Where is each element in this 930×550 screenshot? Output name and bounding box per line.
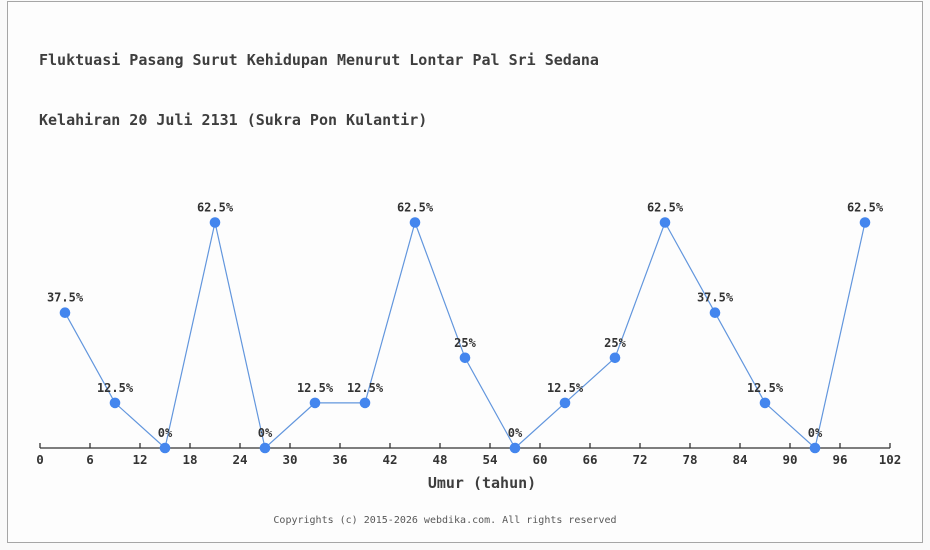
x-tick-label: 72 <box>632 452 647 467</box>
point-value-label: 62.5% <box>647 201 684 215</box>
x-tick-label: 102 <box>879 452 902 467</box>
x-tick-label: 0 <box>36 452 44 467</box>
x-axis-ticks <box>39 443 891 448</box>
point-value-label: 0% <box>808 426 823 440</box>
point-value-label: 62.5% <box>397 201 434 215</box>
data-point-marker <box>259 442 271 454</box>
chart-title-line1: Fluktuasi Pasang Surut Kehidupan Menurut… <box>39 51 599 69</box>
data-point-marker <box>709 307 721 319</box>
x-tick-label: 48 <box>432 452 447 467</box>
x-axis-tick-labels: 0 6 12 18 24 30 36 42 48 54 60 66 72 78 84 90 96 102 <box>36 452 901 467</box>
data-point-marker <box>59 307 71 319</box>
x-tick-label: 12 <box>132 452 147 467</box>
chart-title: Fluktuasi Pasang Surut Kehidupan Menurut… <box>39 10 599 170</box>
chart-title-line2: Kelahiran 20 Juli 2131 (Sukra Pon Kulant… <box>39 111 428 129</box>
x-tick-label: 90 <box>782 452 797 467</box>
data-point-marker <box>159 442 171 454</box>
point-value-label: 0% <box>508 426 523 440</box>
point-value-label: 12.5% <box>297 381 334 395</box>
x-tick-label: 42 <box>382 452 397 467</box>
point-value-label: 62.5% <box>197 201 234 215</box>
x-tick-label: 24 <box>232 452 247 467</box>
point-value-label: 12.5% <box>97 381 134 395</box>
data-point-marker <box>559 397 571 409</box>
point-value-label: 25% <box>454 336 476 350</box>
copyright-text: Copyrights (c) 2015-2026 webdika.com. Al… <box>273 515 617 526</box>
x-tick-label: 6 <box>86 452 94 467</box>
point-value-label: 37.5% <box>697 291 734 305</box>
x-axis: 0 6 12 18 24 30 36 42 48 54 60 66 72 78 84 90 96 102 <box>36 443 901 467</box>
point-value-labels: 37.5% 12.5% 0% 62.5% 0% 12.5% 12.5% 62.5% 25% 0% 1… <box>47 201 884 441</box>
data-point-marker <box>809 442 821 454</box>
data-point-marker <box>109 397 121 409</box>
point-value-label: 12.5% <box>347 381 384 395</box>
data-point-marker <box>309 397 321 409</box>
data-point-marker <box>459 352 471 364</box>
x-tick-label: 54 <box>482 452 497 467</box>
data-point-marker <box>759 397 771 409</box>
point-value-label: 37.5% <box>47 291 84 305</box>
x-tick-label: 18 <box>182 452 197 467</box>
x-tick-label: 84 <box>732 452 747 467</box>
data-point-marker <box>209 217 221 228</box>
point-value-label: 25% <box>604 336 626 350</box>
x-tick-label: 66 <box>582 452 597 467</box>
x-tick-label: 96 <box>832 452 847 467</box>
point-value-label: 12.5% <box>747 381 784 395</box>
x-tick-label: 36 <box>332 452 347 467</box>
data-point-marker <box>359 397 371 409</box>
data-point-marker <box>659 217 671 228</box>
point-value-label: 12.5% <box>547 381 584 395</box>
data-point-marker <box>509 442 521 454</box>
x-tick-label: 78 <box>682 452 697 467</box>
point-value-label: 0% <box>158 426 173 440</box>
series-points <box>59 217 871 454</box>
x-tick-label: 30 <box>282 452 297 467</box>
point-value-label: 0% <box>258 426 273 440</box>
x-axis-label: Umur (tahun) <box>428 474 536 492</box>
point-value-label: 62.5% <box>847 201 884 215</box>
x-tick-label: 60 <box>532 452 547 467</box>
data-point-marker <box>409 217 421 228</box>
data-point-marker <box>859 217 871 228</box>
chart-frame <box>7 1 923 543</box>
data-point-marker <box>609 352 621 364</box>
